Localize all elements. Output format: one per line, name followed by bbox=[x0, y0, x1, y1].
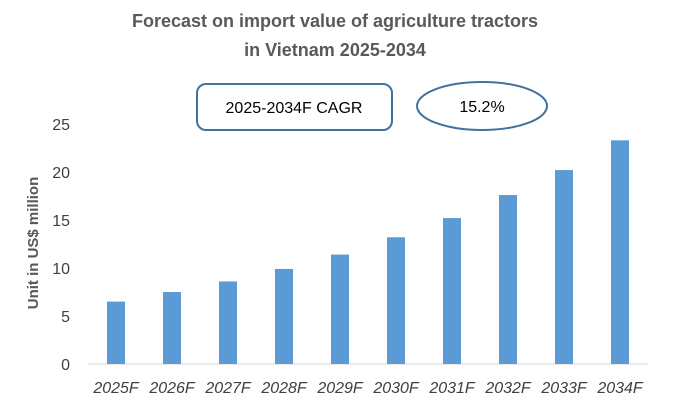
bar bbox=[331, 254, 349, 364]
x-tick-label: 2025F bbox=[92, 380, 140, 397]
cagr-value-ellipse bbox=[416, 81, 548, 131]
bar bbox=[163, 292, 181, 364]
y-axis-label: Unit in US$ million bbox=[25, 177, 42, 310]
x-tick-label: 2032F bbox=[484, 380, 532, 397]
bar bbox=[443, 218, 461, 364]
cagr-value: 15.2% bbox=[459, 99, 504, 116]
x-tick-label: 2033F bbox=[540, 380, 588, 397]
y-tick-label: 25 bbox=[52, 117, 70, 134]
x-tick-label: 2028F bbox=[260, 380, 308, 397]
y-tick-label: 0 bbox=[61, 357, 70, 374]
bar bbox=[611, 140, 629, 364]
bar bbox=[219, 281, 237, 364]
chart-title-line-1: Forecast on import value of agriculture … bbox=[132, 11, 538, 31]
x-tick-label: 2031F bbox=[428, 380, 476, 397]
y-tick-label: 10 bbox=[52, 261, 70, 278]
cagr-label: 2025-2034F CAGR bbox=[226, 100, 363, 117]
x-tick-labels: 2025F 2026F 2027F 2028F 2029F 2030F 2031F 2032F… bbox=[92, 380, 644, 397]
bar bbox=[107, 301, 125, 364]
bar bbox=[499, 195, 517, 364]
x-tick-label: 2027F bbox=[204, 380, 252, 397]
y-tick-labels: 0 5 10 15 20 25 bbox=[52, 117, 70, 374]
bar bbox=[275, 268, 293, 364]
y-tick-label: 20 bbox=[52, 165, 70, 182]
x-tick-label: 2026F bbox=[148, 380, 196, 397]
bar bbox=[387, 237, 405, 364]
chart-title-line-2: in Vietnam 2025-2034 bbox=[244, 40, 426, 60]
bar bbox=[555, 170, 573, 364]
cagr-label-box bbox=[196, 83, 393, 131]
x-tick-label: 2029F bbox=[316, 380, 364, 397]
y-tick-label: 5 bbox=[61, 309, 70, 326]
bars bbox=[107, 140, 629, 364]
y-tick-label: 15 bbox=[52, 213, 70, 230]
x-tick-label: 2030F bbox=[372, 380, 420, 397]
x-tick-label: 2034F bbox=[596, 380, 644, 397]
